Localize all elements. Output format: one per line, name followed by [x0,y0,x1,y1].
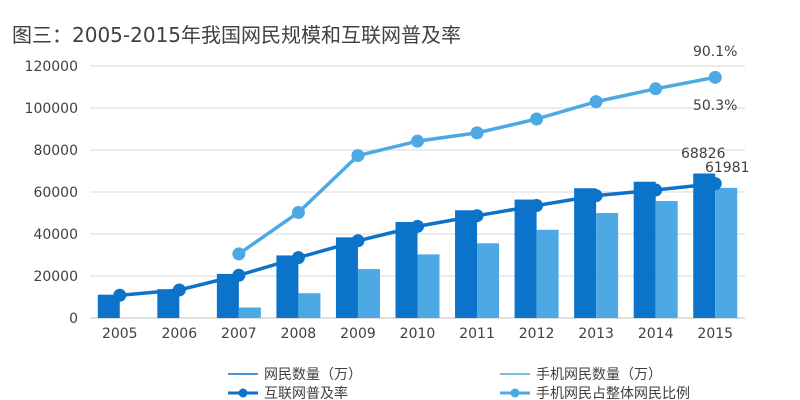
y-tick-label: 120000 [25,59,78,75]
bar-netizens [633,181,656,318]
y-tick-label: 20000 [33,269,78,285]
mobile-share-point [232,247,246,261]
mobile-share-point [351,149,365,163]
bars [97,173,738,318]
legend: 网民数量（万） 手机网民数量（万） 互联网普及率 手机网民占整体网民比例 [228,367,690,400]
internet-penetration-point [232,268,246,282]
bar-netizens [395,222,418,318]
bar-mobile-netizens [596,213,619,318]
x-tick-label: 2007 [221,326,257,342]
internet-penetration-point [411,219,424,233]
internet-penetration-point [113,288,127,302]
x-tick-label: 2009 [340,326,376,342]
legend-marker [510,388,520,398]
bar-netizens [157,289,180,318]
axis-labels: 0 20000 40000 60000 80000 100000 120000 2005 200… [25,59,734,342]
y-tick-label: 100000 [25,101,78,117]
internet-penetration-point [530,199,544,213]
x-tick-label: 2012 [519,326,555,342]
internet-penetration-point [708,177,722,191]
mobile-share-point [291,205,305,219]
bar-netizens [693,173,716,318]
bar-mobile-netizens [715,187,738,318]
bar-mobile-netizens [298,293,321,318]
netizens-value-label: 68826 [681,146,726,162]
lines [113,70,722,302]
x-tick-label: 2015 [697,326,733,342]
bar-mobile-netizens [238,307,261,318]
internet-penetration-point [291,251,305,265]
bar-netizens [216,273,239,318]
y-tick-label: 60000 [33,185,78,201]
internet-penetration-point [351,234,365,248]
bar-mobile-netizens [357,269,380,318]
bar-netizens [514,199,537,318]
legend-label: 手机网民数量（万） [536,367,662,383]
x-tick-label: 2014 [638,326,674,342]
bar-mobile-netizens [477,243,500,318]
internet-penetration-point [172,283,186,297]
bar-netizens [574,188,597,318]
y-tick-label: 80000 [33,143,78,159]
mobile-share-label: 90.1% [693,44,737,60]
x-tick-label: 2006 [161,326,197,342]
mobile-share-point [649,82,663,96]
y-tick-label: 0 [69,311,78,327]
x-tick-label: 2010 [400,326,436,342]
mobile-share-point [530,112,544,126]
bar-netizens [97,294,120,318]
mobile-share-point [708,70,722,84]
bar-netizens [455,210,478,318]
bar-mobile-netizens [655,201,678,318]
mobile-netizens-value-label: 61981 [705,160,750,176]
mobile-share-point [411,134,424,148]
legend-marker [238,388,248,398]
bar-mobile-netizens [536,229,559,318]
internet-penetration-point [589,189,603,203]
x-tick-label: 2008 [281,326,317,342]
legend-label: 互联网普及率 [264,385,348,400]
y-tick-label: 40000 [33,227,78,243]
bar-netizens [335,237,358,318]
internet-penetration-label: 50.3% [693,98,737,114]
mobile-share-point [589,95,603,109]
mobile-share-point [470,126,484,140]
internet-penetration-point [649,183,663,197]
legend-label: 网民数量（万） [264,367,362,383]
legend-label: 手机网民占整体网民比例 [536,386,690,400]
bar-mobile-netizens [417,254,440,318]
internet-penetration-point [470,209,484,223]
x-tick-label: 2005 [102,326,138,342]
x-tick-label: 2011 [459,326,495,342]
bar-netizens [276,255,299,318]
chart-title: 图三：2005-2015年我国网民规模和互联网普及率 [12,23,461,47]
x-tick-label: 2013 [578,326,614,342]
